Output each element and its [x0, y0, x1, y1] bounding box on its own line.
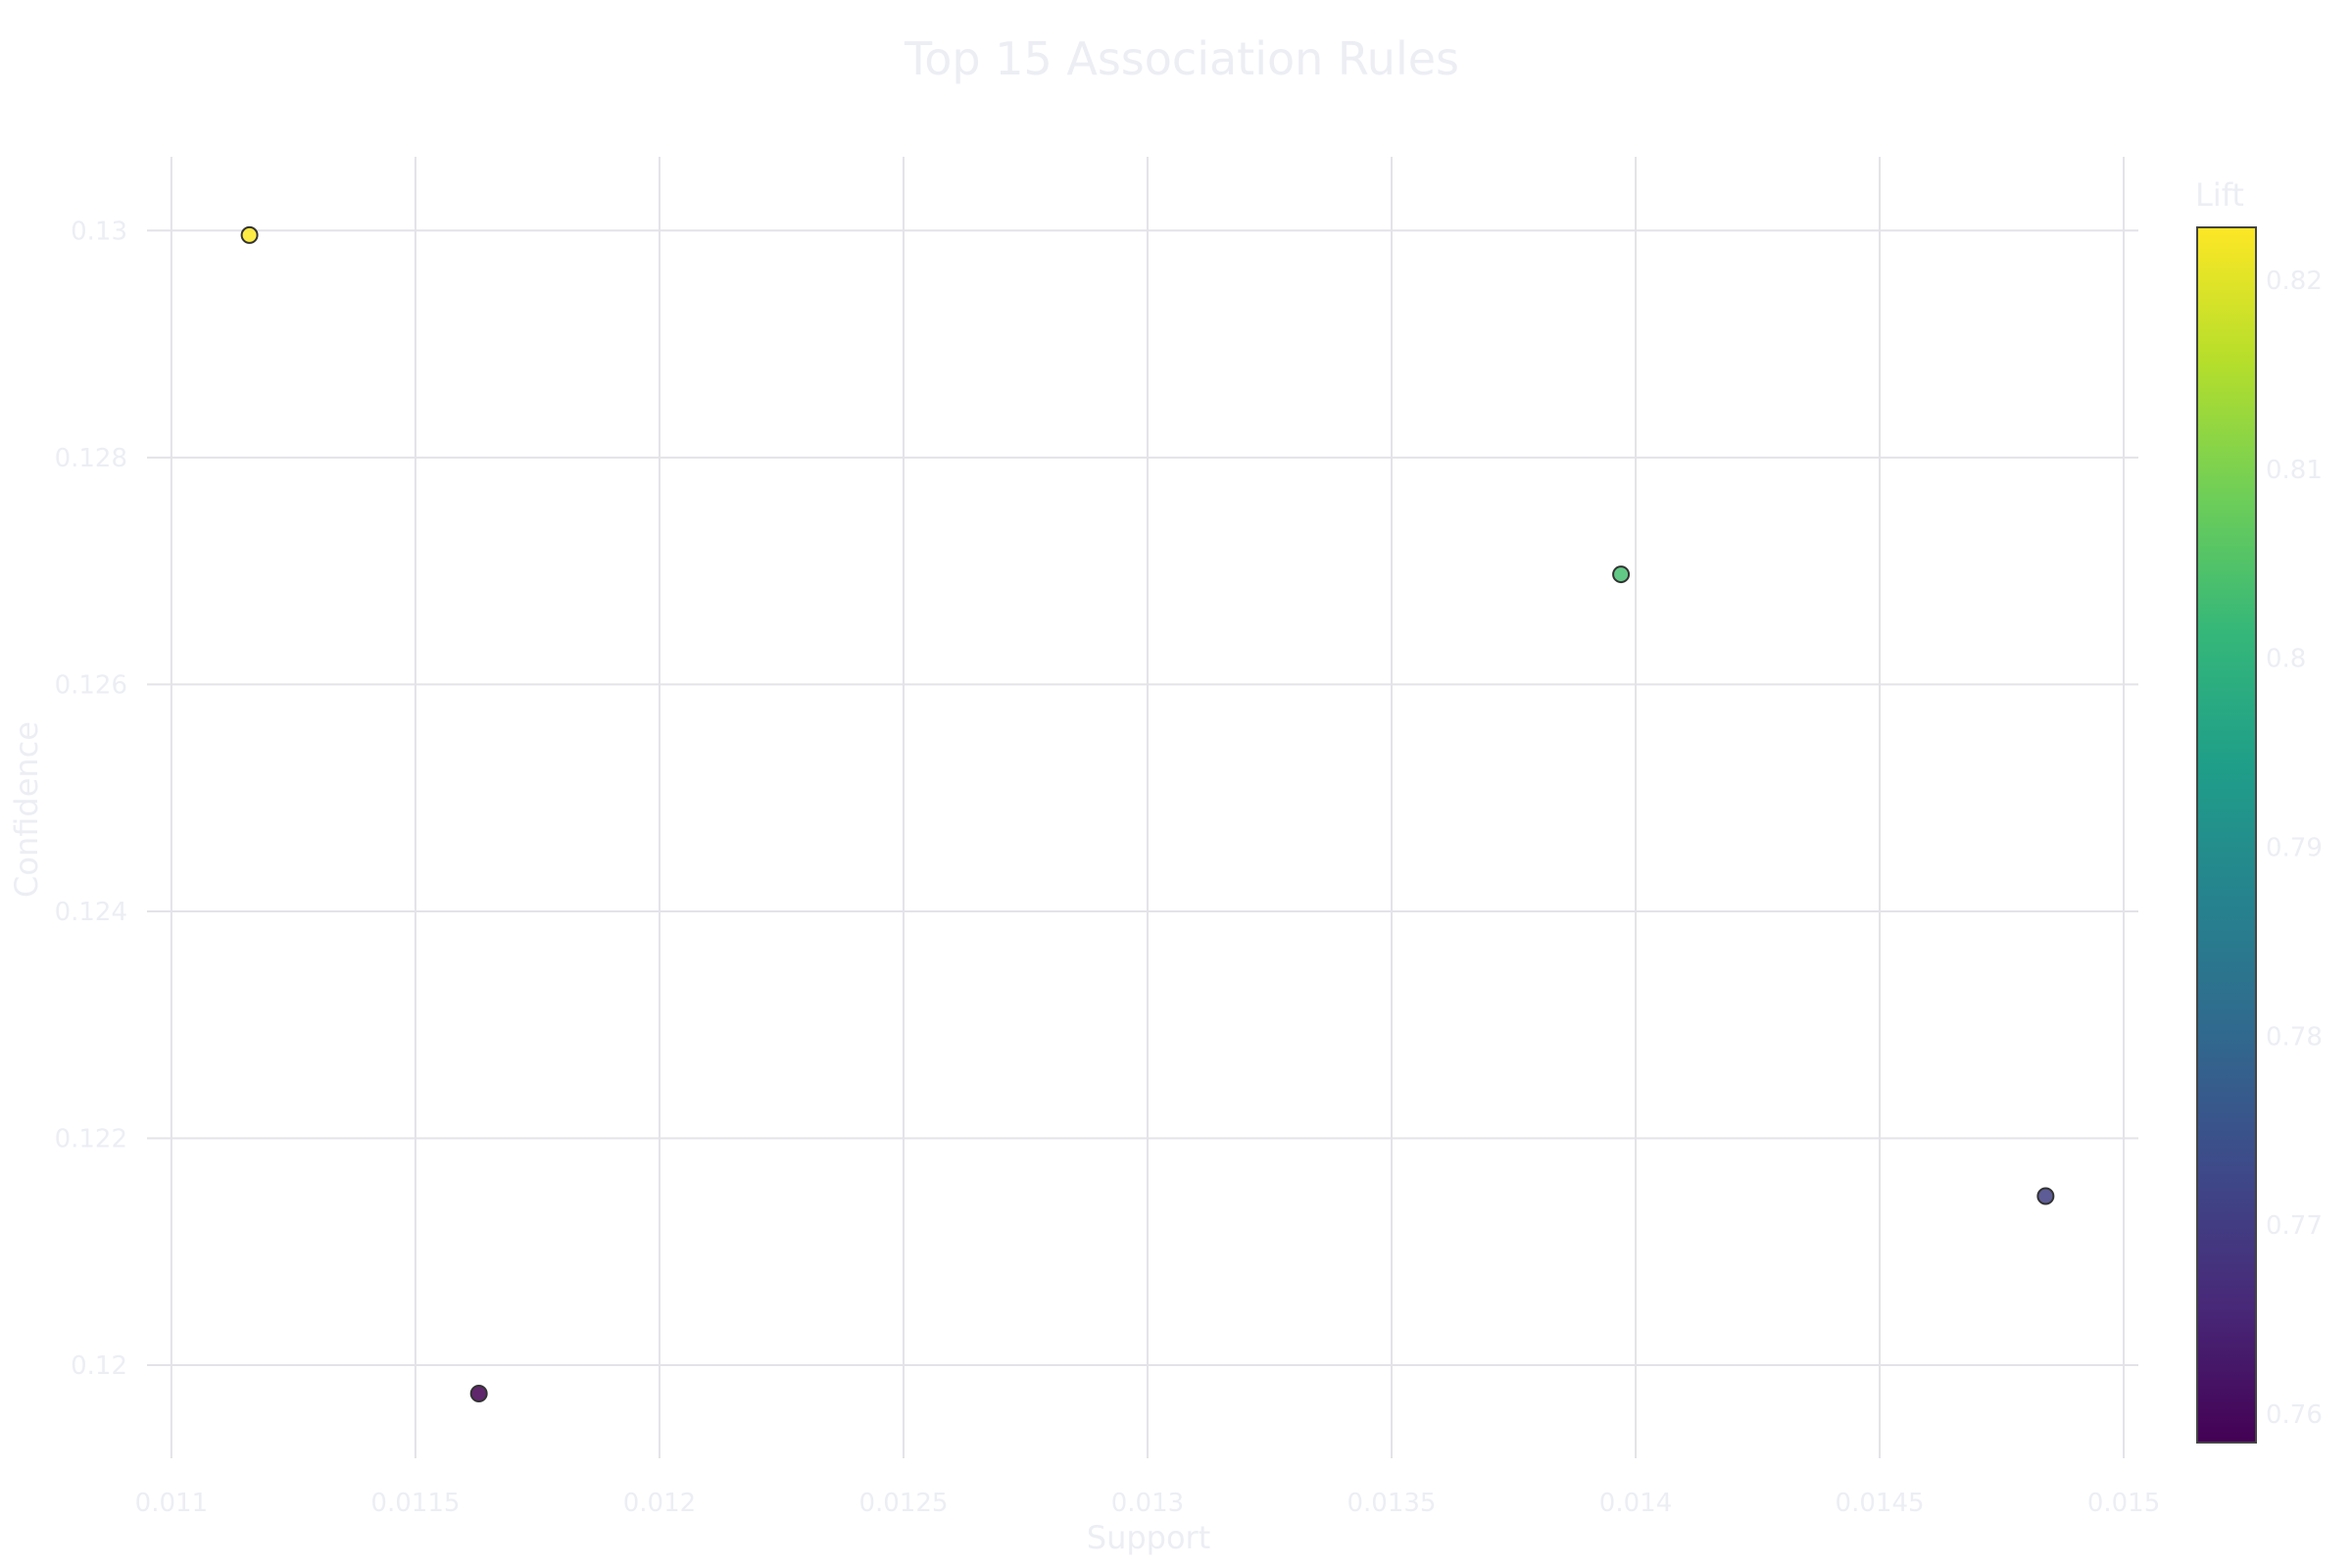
chart-title: Top 15 Association Rules [904, 32, 1459, 85]
colorbar-tick-label: 0.77 [2266, 1211, 2323, 1241]
colorbar-tick-label: 0.81 [2266, 456, 2323, 485]
x-tick-label: 0.014 [1599, 1489, 1672, 1518]
x-tick-label: 0.0125 [858, 1489, 948, 1518]
colorbar-tick-label: 0.8 [2266, 645, 2306, 674]
colorbar: Lift 0.76 0.77 0.78 0.79 0.8 0.81 0.82 [2195, 176, 2323, 1444]
scatter-point [1612, 565, 1631, 584]
colorbar-tick-label: 0.82 [2266, 267, 2323, 296]
scatter-point [469, 1385, 488, 1403]
x-tick-label: 0.013 [1111, 1489, 1184, 1518]
y-tick-label: 0.13 [71, 217, 127, 246]
scatter-point [2036, 1187, 2055, 1205]
colorbar-title: Lift [2195, 176, 2244, 214]
x-tick-label: 0.012 [623, 1489, 696, 1518]
colorbar-gradient [2196, 226, 2257, 1444]
x-tick-label: 0.0135 [1348, 1489, 1437, 1518]
y-tick-label: 0.12 [71, 1351, 127, 1381]
data-points [240, 225, 2055, 1403]
colorbar-ticks: 0.76 0.77 0.78 0.79 0.8 0.81 0.82 [2266, 267, 2323, 1430]
colorbar-tick-label: 0.78 [2266, 1022, 2323, 1052]
x-tick-label: 0.011 [135, 1489, 208, 1518]
colorbar-tick-label: 0.76 [2266, 1400, 2323, 1430]
y-axis-ticks: 0.12 0.122 0.124 0.126 0.128 0.13 [55, 217, 127, 1381]
x-axis-ticks: 0.011 0.0115 0.012 0.0125 0.013 0.0135 0.014 0.… [135, 1489, 2161, 1518]
x-axis-label: Support [1087, 1519, 1211, 1556]
x-tick-label: 0.0145 [1836, 1489, 1925, 1518]
colorbar-tick-label: 0.79 [2266, 834, 2323, 863]
y-tick-label: 0.126 [55, 670, 127, 700]
scatter-point [240, 225, 259, 244]
x-tick-label: 0.0115 [370, 1489, 460, 1518]
x-tick-label: 0.015 [2087, 1489, 2160, 1518]
gridlines [147, 157, 2138, 1458]
y-axis-label: Confidence [8, 721, 45, 898]
y-tick-label: 0.122 [55, 1124, 127, 1153]
y-tick-label: 0.124 [55, 898, 127, 927]
y-tick-label: 0.128 [55, 444, 127, 473]
